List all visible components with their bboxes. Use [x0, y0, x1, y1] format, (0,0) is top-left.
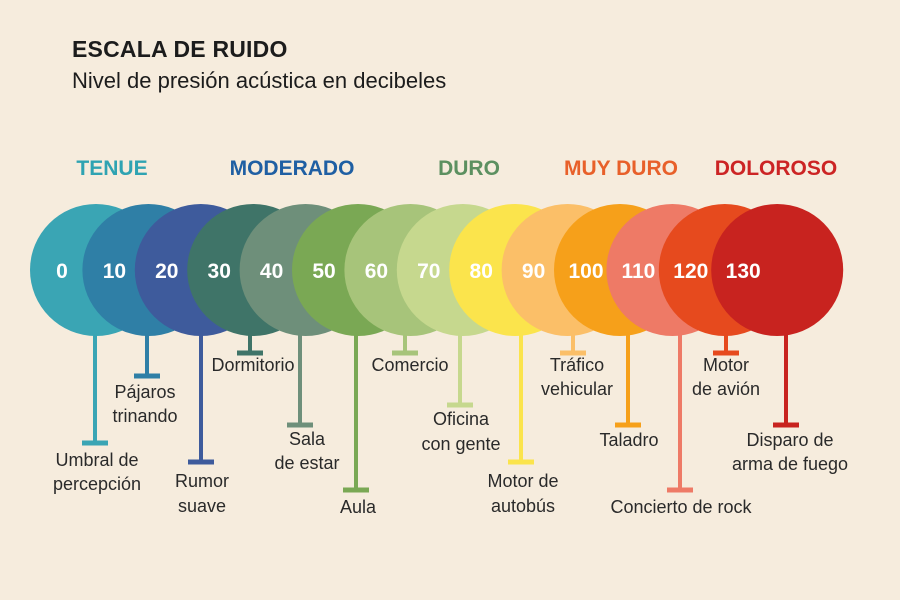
level-label: con gente — [421, 434, 500, 454]
level-label: Motor — [703, 355, 749, 375]
level-db-value: 20 — [155, 260, 178, 283]
level-label: de avión — [692, 379, 760, 399]
level-numbers: 0 10 20 30 40 50 60 70 80 90 100 110 120 130 — [56, 260, 761, 283]
level-label: Aula — [340, 497, 377, 517]
level-label: percepción — [53, 474, 141, 494]
level-label: Motor de — [487, 471, 558, 491]
level-label: Taladro — [599, 430, 658, 450]
chart-subtitle: Nivel de presión acústica en decibeles — [72, 68, 447, 93]
category-labels: TENUE MODERADO DURO MUY DURO DOLOROSO — [76, 157, 837, 180]
level-db-value: 60 — [365, 260, 388, 283]
level-label: vehicular — [541, 379, 613, 399]
level-label: de estar — [274, 453, 339, 473]
level-label: Tráfico — [550, 355, 604, 375]
level-label: trinando — [112, 406, 177, 426]
chart-title: ESCALA DE RUIDO — [72, 36, 288, 62]
level-label: Concierto de rock — [610, 497, 752, 517]
level-circles — [30, 204, 844, 336]
level-db-value: 130 — [726, 260, 761, 283]
level-db-value: 70 — [417, 260, 440, 283]
level-db-value: 120 — [673, 260, 708, 283]
category-label: DURO — [438, 157, 500, 180]
category-label: MODERADO — [230, 157, 355, 180]
category-label: MUY DURO — [564, 157, 678, 180]
level-label: Disparo de — [746, 430, 833, 450]
level-db-value: 0 — [56, 260, 68, 283]
level-label: Comercio — [371, 355, 448, 375]
category-label: TENUE — [76, 157, 147, 180]
level-circle — [711, 204, 844, 336]
level-db-value: 10 — [103, 260, 126, 283]
level-label: Umbral de — [55, 450, 138, 470]
level-label: autobús — [491, 496, 555, 516]
level-label: Pájaros — [114, 382, 175, 402]
level-db-value: 30 — [208, 260, 231, 283]
level-db-value: 100 — [568, 260, 603, 283]
level-db-value: 110 — [621, 260, 655, 283]
level-label: Sala — [289, 429, 326, 449]
level-label: arma de fuego — [732, 454, 848, 474]
level-db-value: 50 — [312, 260, 335, 283]
level-db-value: 80 — [470, 260, 493, 283]
category-label: DOLOROSO — [715, 157, 838, 180]
level-label: Oficina — [433, 409, 490, 429]
level-db-value: 90 — [522, 260, 545, 283]
level-labels: Umbral de percepción Pájaros trinando Rumor s… — [53, 355, 848, 517]
level-label: Dormitorio — [211, 355, 294, 375]
level-db-value: 40 — [260, 260, 283, 283]
level-label: suave — [178, 496, 226, 516]
level-label: Rumor — [175, 471, 229, 491]
